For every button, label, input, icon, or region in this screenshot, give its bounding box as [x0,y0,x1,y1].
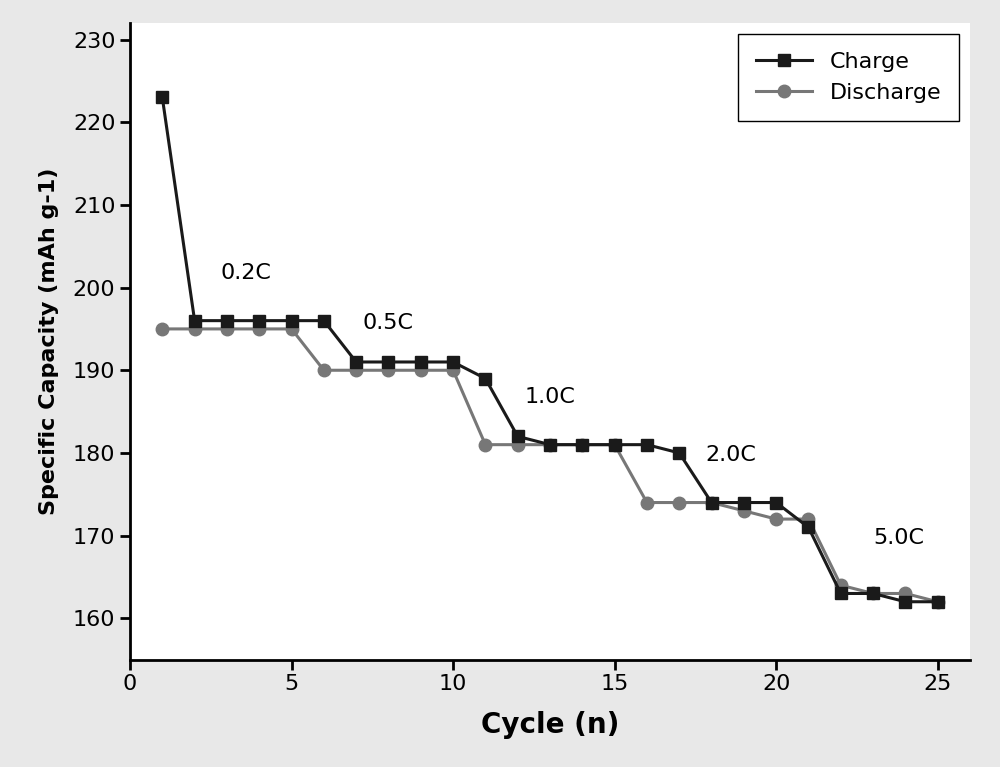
Discharge [641,498,653,507]
X-axis label: Cycle (n): Cycle (n) [481,711,619,739]
Charge [253,316,265,325]
Discharge [835,581,847,590]
Discharge [609,440,621,449]
Discharge [802,515,814,524]
Discharge [415,366,427,375]
Discharge [576,440,588,449]
Charge [221,316,233,325]
Discharge [932,597,944,607]
Charge [544,440,556,449]
Charge [802,523,814,532]
Charge [286,316,298,325]
Charge [415,357,427,367]
Charge [512,432,524,441]
Discharge [770,515,782,524]
Discharge [673,498,685,507]
Charge [189,316,201,325]
Discharge [447,366,459,375]
Text: 0.5C: 0.5C [363,313,414,333]
Discharge [253,324,265,334]
Text: 0.2C: 0.2C [220,263,271,284]
Legend: Charge, Discharge: Charge, Discharge [738,34,959,120]
Text: 5.0C: 5.0C [873,528,924,548]
Discharge [706,498,718,507]
Discharge [899,589,911,598]
Text: 1.0C: 1.0C [524,387,575,407]
Charge [447,357,459,367]
Charge [641,440,653,449]
Charge [835,589,847,598]
Charge [156,93,168,102]
Discharge [350,366,362,375]
Charge [576,440,588,449]
Charge [867,589,879,598]
Y-axis label: Specific Capacity (mAh g-1): Specific Capacity (mAh g-1) [39,168,59,515]
Charge [738,498,750,507]
Charge [382,357,394,367]
Discharge [544,440,556,449]
Charge [479,374,491,384]
Charge [673,449,685,458]
Discharge [479,440,491,449]
Charge [706,498,718,507]
Charge [770,498,782,507]
Discharge [189,324,201,334]
Discharge [286,324,298,334]
Charge [899,597,911,607]
Charge [609,440,621,449]
Discharge [867,589,879,598]
Discharge [382,366,394,375]
Discharge [221,324,233,334]
Charge [932,597,944,607]
Text: 2.0C: 2.0C [705,446,756,466]
Charge [318,316,330,325]
Discharge [512,440,524,449]
Discharge [738,506,750,515]
Discharge [318,366,330,375]
Line: Charge: Charge [156,91,944,608]
Discharge [156,324,168,334]
Charge [350,357,362,367]
Line: Discharge: Discharge [156,323,944,608]
